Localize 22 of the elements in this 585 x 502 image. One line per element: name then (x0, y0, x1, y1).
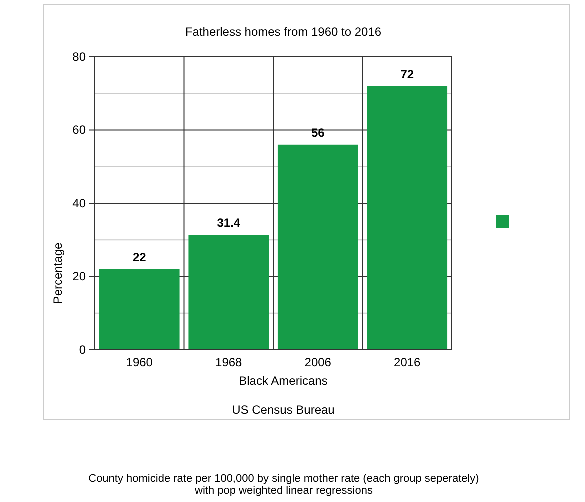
data-label: 56 (311, 126, 326, 140)
text: County homicide rate per 100,000 by single mother rate (each group seperately) with pop weighted linear regressions (88, 473, 480, 497)
y-tick-label: 60 (72, 123, 86, 138)
x-tick-label: 1968 (216, 356, 243, 370)
y-tick-label: 40 (72, 196, 86, 210)
bar (99, 269, 180, 350)
text: US Census Bureau (232, 403, 335, 417)
x-tick-label: 2016 (394, 356, 422, 370)
x-tick-label: 2006 (304, 356, 332, 370)
y-tick-label: 80 (72, 50, 86, 64)
bar (188, 234, 270, 350)
data-label: 72 (400, 67, 414, 82)
y-axis-title: Percentage (51, 242, 65, 304)
y-tick-label: 0 (79, 342, 86, 357)
chart-title: Fatherless homes from 1960 to 2016 (185, 25, 382, 39)
x-axis-title: Black Americans (239, 374, 328, 388)
y-tick-label: 20 (72, 270, 86, 284)
data-label: 31.4 (217, 216, 241, 230)
bar (278, 144, 358, 350)
bar (367, 86, 448, 350)
x-tick-label: 1960 (126, 356, 154, 370)
data-label: 22 (132, 250, 147, 264)
